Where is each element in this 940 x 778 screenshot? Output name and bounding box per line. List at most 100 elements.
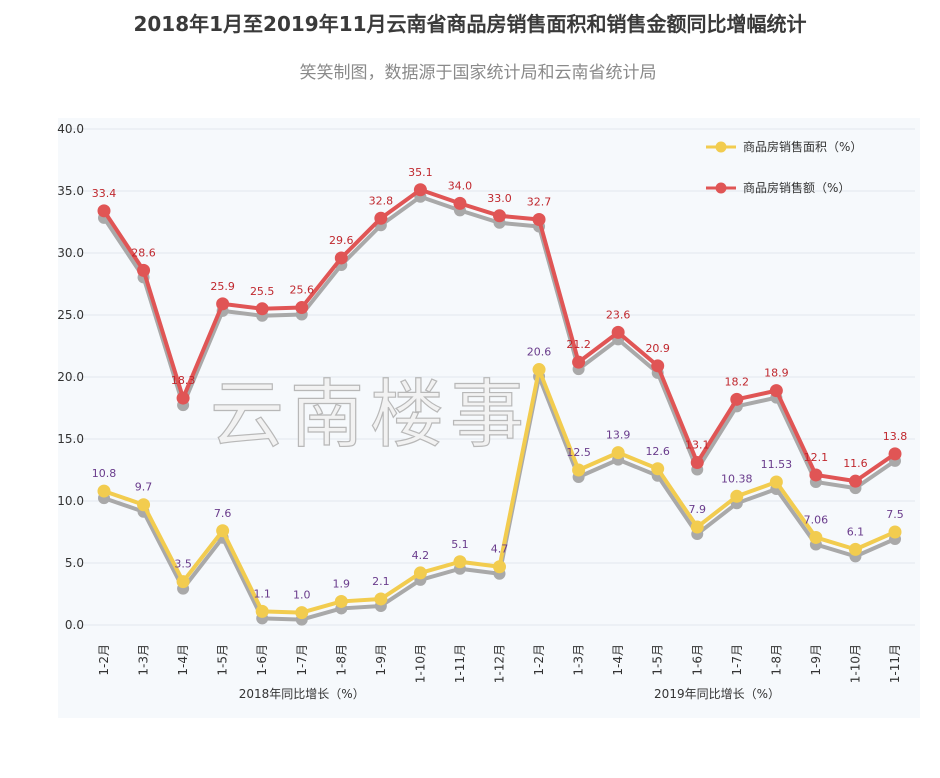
data-point-amount [690, 456, 704, 470]
x-tick-label: 1-8月 [334, 644, 348, 676]
data-label-amount: 32.8 [369, 194, 394, 207]
y-axis: 0.0 5.0 10.0 15.0 20.0 25.0 30.0 35.0 40.0 [57, 122, 84, 632]
data-label-area: 11.53 [761, 458, 793, 471]
data-point-area [374, 592, 388, 606]
data-point-amount [176, 391, 190, 405]
data-point-area [532, 363, 546, 377]
data-label-amount: 32.7 [527, 196, 552, 209]
x-tick-label: 1-10月 [848, 644, 862, 683]
x-tick-label: 1-5月 [216, 644, 230, 676]
data-label-amount: 13.8 [883, 430, 908, 443]
y-tick-label: 30.0 [57, 246, 84, 260]
data-point-area [730, 489, 744, 503]
data-label-area: 6.1 [847, 525, 865, 538]
watermark-text: 云南楼事 [210, 372, 530, 458]
x-tick-label: 1-4月 [611, 644, 625, 676]
data-label-area: 7.9 [689, 503, 707, 516]
data-label-amount: 20.9 [645, 342, 670, 355]
data-point-area [572, 463, 586, 477]
x-tick-label: 1-7月 [730, 644, 744, 676]
data-point-amount [809, 468, 823, 482]
chart-subtitle: 笑笑制图，数据源于国家统计局和云南省统计局 [300, 63, 657, 83]
data-point-amount [493, 209, 506, 223]
data-label-amount: 21.2 [566, 338, 591, 351]
data-point-area [690, 520, 704, 534]
data-point-amount [888, 447, 902, 461]
data-label-amount: 12.1 [804, 451, 829, 464]
data-point-area [413, 566, 427, 580]
y-tick-label: 40.0 [57, 122, 84, 136]
x-tick-label: 1-9月 [374, 644, 388, 676]
data-point-area [176, 575, 190, 589]
y-tick-label: 25.0 [57, 308, 84, 322]
data-label-amount: 18.3 [171, 374, 196, 387]
data-label-amount: 25.9 [210, 280, 235, 293]
data-label-area: 13.9 [606, 429, 631, 442]
legend-marker-area [715, 141, 727, 153]
data-label-area: 12.6 [645, 445, 670, 458]
data-label-amount: 29.6 [329, 234, 354, 247]
x-tick-label: 1-6月 [255, 644, 269, 676]
data-point-area [809, 530, 823, 544]
data-point-amount [769, 384, 783, 398]
data-label-amount: 23.6 [606, 308, 631, 321]
data-point-amount [295, 301, 309, 315]
data-point-amount [730, 392, 744, 406]
x-tick-label: 1-2月 [532, 644, 546, 676]
data-label-amount: 25.6 [290, 284, 315, 297]
data-point-amount [572, 355, 586, 369]
data-point-area [255, 604, 269, 618]
x-tick-label: 1-4月 [176, 644, 190, 676]
data-point-area [97, 484, 111, 498]
data-label-area: 2.1 [372, 575, 390, 588]
legend: 商品房销售面积（%） 商品房销售额（%） [706, 139, 862, 195]
data-label-area: 7.06 [804, 513, 829, 526]
data-point-area [216, 524, 230, 538]
data-point-amount [848, 474, 862, 488]
x-tick-label: 1-8月 [769, 644, 783, 676]
data-point-area [493, 560, 506, 574]
legend-item-amount: 商品房销售额（%） [706, 180, 850, 195]
x-tick-label: 1-11月 [453, 644, 467, 683]
data-point-amount [611, 325, 625, 339]
legend-label-area: 商品房销售面积（%） [743, 139, 862, 154]
x-tick-label: 1-12月 [493, 644, 507, 683]
x-tick-label: 1-7月 [295, 644, 309, 676]
data-label-amount: 33.0 [487, 192, 512, 205]
x-tick-label: 1-10月 [413, 644, 427, 683]
x-tick-label: 1-6月 [690, 644, 704, 676]
series-layer [97, 183, 902, 626]
data-label-amount: 34.0 [448, 179, 473, 192]
data-label-amount: 18.2 [725, 375, 750, 388]
data-label-area: 9.7 [135, 481, 153, 494]
data-point-area [651, 462, 665, 476]
data-point-area [769, 475, 783, 489]
data-point-area [295, 606, 309, 620]
data-label-area: 3.5 [174, 558, 192, 571]
y-tick-label: 15.0 [57, 432, 84, 446]
data-label-area: 10.38 [721, 472, 753, 485]
data-label-amount: 13.1 [685, 439, 710, 452]
data-point-amount [651, 359, 665, 373]
data-label-area: 1.1 [253, 587, 271, 600]
x-group-label: 2018年同比增长（%） [239, 687, 365, 701]
data-label-area: 7.6 [214, 507, 232, 520]
data-label-amount: 28.6 [131, 246, 156, 259]
legend-item-area: 商品房销售面积（%） [706, 139, 862, 154]
data-point-area [611, 446, 625, 460]
x-tick-label: 1-3月 [572, 644, 586, 676]
data-label-amount: 25.5 [250, 285, 275, 298]
x-group-label: 2019年同比增长（%） [654, 687, 780, 701]
y-tick-label: 20.0 [57, 370, 84, 384]
data-label-amount: 18.9 [764, 367, 789, 380]
data-label-area: 20.6 [527, 346, 552, 359]
data-label-area: 12.5 [566, 446, 591, 459]
x-axis: 1-2月 1-3月 1-4月 1-5月 1-6月 1-7月 1-8月 1-9月 1-10月 1-1… [97, 644, 902, 701]
data-point-amount [216, 297, 230, 311]
legend-marker-amount [715, 182, 727, 194]
data-label-amount: 11.6 [843, 457, 868, 470]
data-point-amount [413, 183, 427, 197]
gridlines [66, 128, 915, 626]
data-label-area: 4.2 [412, 549, 430, 562]
